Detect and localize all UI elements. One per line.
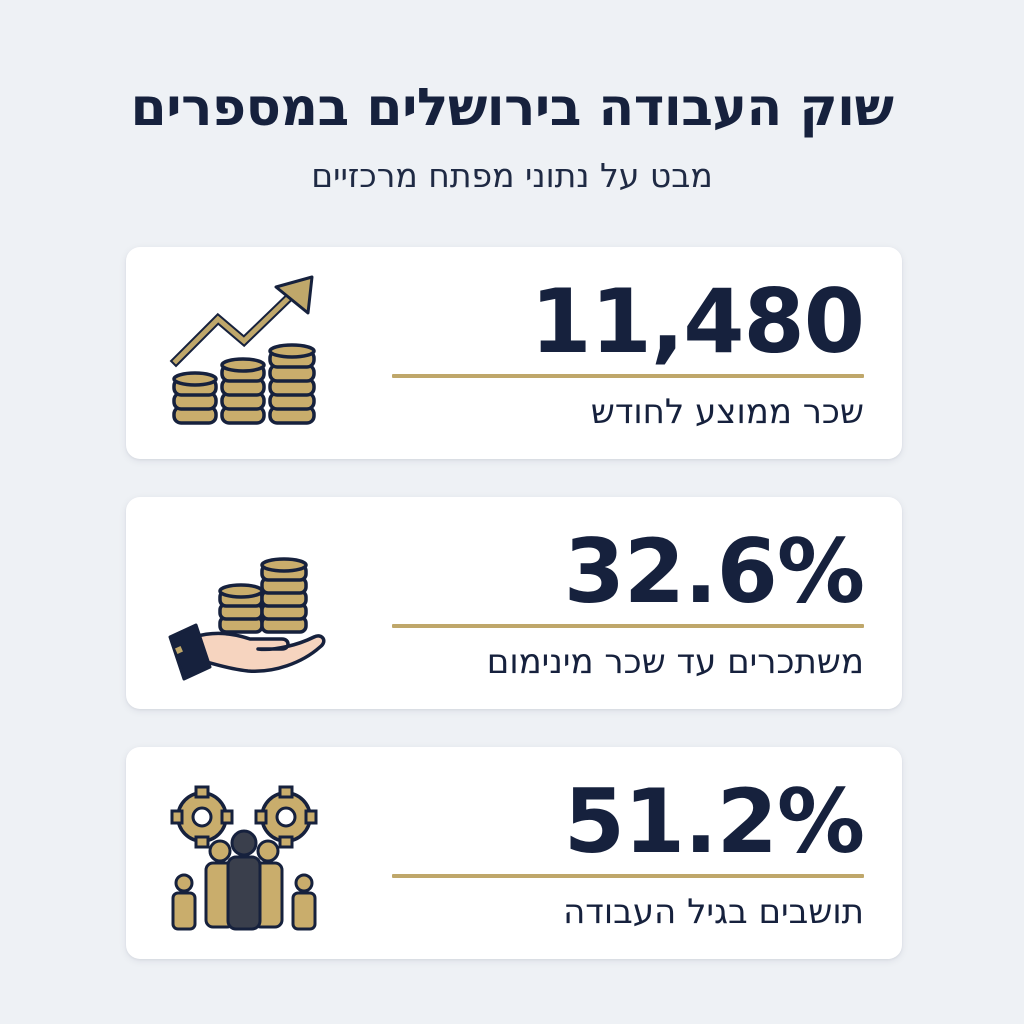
divider: [392, 874, 864, 878]
divider: [392, 624, 864, 628]
stat-value-working-age: 51.2%: [563, 770, 865, 873]
hand-holding-coins-icon: [162, 521, 327, 686]
stat-card-minimum-wage: 32.6% משתכרים עד שכר מינימום: [126, 497, 902, 709]
stat-label-working-age: תושבים בגיל העבודה: [563, 892, 864, 932]
stat-card-working-age: 51.2% תושבים בגיל העבודה: [126, 747, 902, 959]
page-title: שוק העבודה בירושלים במספרים: [130, 78, 894, 138]
stat-label-average-salary: שכר ממוצע לחודש: [590, 392, 864, 432]
stat-label-minimum-wage: משתכרים עד שכר מינימום: [486, 642, 864, 682]
page-subtitle: מבט על נתוני מפתח מרכזיים: [311, 156, 713, 195]
divider: [392, 374, 864, 378]
stat-value-minimum-wage: 32.6%: [563, 520, 865, 623]
people-gears-icon: [162, 771, 327, 936]
stat-card-average-salary: 11,480 שכר ממוצע לחודש: [126, 247, 902, 459]
stat-value-average-salary: 11,480: [530, 270, 865, 373]
rising-coins-chart-icon: [162, 271, 327, 436]
